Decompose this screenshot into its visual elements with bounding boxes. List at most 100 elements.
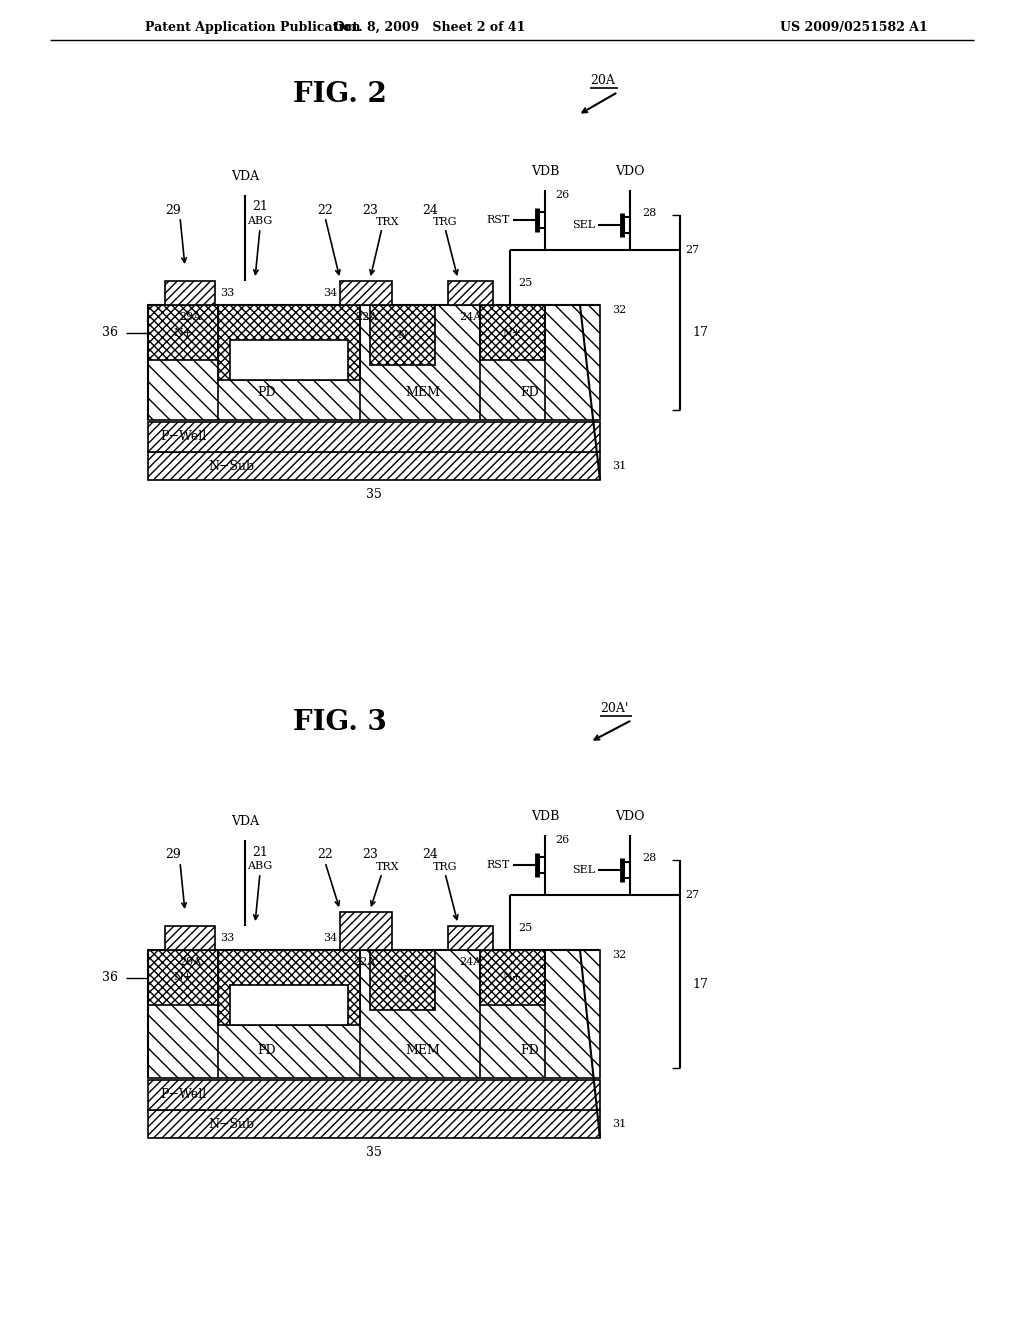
Text: TRX: TRX (376, 862, 399, 873)
Bar (148, 1080, 600, 1110)
Text: 26: 26 (555, 836, 569, 845)
Bar (480, 950, 545, 1005)
Text: N−: N− (280, 355, 299, 366)
Bar (148, 422, 600, 451)
Text: 22A: 22A (355, 312, 377, 322)
Text: 21: 21 (252, 846, 268, 858)
Text: 24: 24 (422, 203, 438, 216)
Text: VDB: VDB (530, 165, 559, 178)
Bar (370, 950, 435, 1010)
Bar (230, 985, 348, 1026)
Text: SEL: SEL (571, 865, 595, 875)
Text: TRG: TRG (433, 862, 458, 873)
Text: SEL: SEL (571, 220, 595, 230)
Text: Patent Application Publication: Patent Application Publication (145, 21, 360, 33)
Bar (148, 305, 218, 360)
Text: 23: 23 (362, 203, 378, 216)
Text: 32: 32 (612, 950, 627, 960)
Text: 21: 21 (252, 201, 268, 214)
Text: 33: 33 (220, 288, 234, 298)
Bar (218, 950, 360, 1026)
Text: TRX: TRX (376, 216, 399, 227)
Text: 29A: 29A (179, 957, 201, 968)
Text: 28: 28 (642, 853, 656, 863)
Text: 20A': 20A' (600, 701, 629, 714)
Text: Oct. 8, 2009   Sheet 2 of 41: Oct. 8, 2009 Sheet 2 of 41 (334, 21, 525, 33)
Text: PD: PD (257, 1044, 275, 1056)
Text: MEM: MEM (406, 1044, 440, 1056)
Text: 36: 36 (102, 972, 118, 983)
Text: 24: 24 (422, 849, 438, 862)
Text: 29A: 29A (179, 312, 201, 322)
Text: N+: N+ (173, 327, 193, 338)
Text: VDA: VDA (231, 814, 259, 828)
Text: 25: 25 (518, 923, 532, 933)
Text: FIG. 3: FIG. 3 (293, 710, 387, 737)
Text: N+: N+ (173, 973, 193, 982)
Text: 33: 33 (220, 933, 234, 942)
Bar (148, 950, 600, 1078)
Bar (218, 305, 360, 380)
Text: 28: 28 (642, 209, 656, 218)
Text: VDO: VDO (615, 165, 645, 178)
Bar (449, 927, 493, 950)
Bar (480, 305, 545, 360)
Text: 17: 17 (692, 326, 708, 339)
Text: RST: RST (486, 861, 510, 870)
Bar (165, 281, 215, 305)
Text: P+: P+ (281, 352, 297, 363)
Text: 31: 31 (612, 1119, 627, 1129)
Text: 22: 22 (317, 203, 333, 216)
Text: 22A': 22A' (353, 957, 379, 968)
Text: VDB: VDB (530, 810, 559, 822)
Text: VDO: VDO (615, 810, 645, 822)
Text: P+: P+ (281, 998, 297, 1008)
Text: N−: N− (280, 1001, 299, 1010)
Text: 25: 25 (518, 279, 532, 288)
Text: 36: 36 (102, 326, 118, 339)
Text: N: N (397, 330, 408, 341)
Bar (370, 305, 435, 366)
Text: 23: 23 (362, 849, 378, 862)
Text: 34: 34 (323, 288, 337, 298)
Text: 31: 31 (612, 461, 627, 471)
Text: 34: 34 (323, 933, 337, 942)
Text: N: N (397, 975, 408, 985)
Text: 17: 17 (692, 978, 708, 990)
Text: FD: FD (520, 1044, 540, 1056)
Text: N+: N+ (503, 973, 522, 982)
Text: 35: 35 (366, 487, 382, 500)
Text: 22: 22 (317, 849, 333, 862)
Text: ABG: ABG (248, 861, 272, 871)
Text: VDA: VDA (231, 170, 259, 183)
Text: 26: 26 (555, 190, 569, 201)
Text: 32: 32 (612, 305, 627, 315)
Text: P−Well: P−Well (160, 1089, 206, 1101)
Text: FD: FD (520, 385, 540, 399)
Bar (148, 451, 600, 480)
Text: 29: 29 (165, 203, 181, 216)
Text: N−Sub: N−Sub (208, 459, 254, 473)
Text: ABG: ABG (248, 216, 272, 226)
Text: RST: RST (486, 215, 510, 224)
Text: 35: 35 (366, 1146, 382, 1159)
Text: 20A: 20A (590, 74, 614, 87)
Text: MEM: MEM (406, 385, 440, 399)
Text: P−Well: P−Well (160, 430, 206, 444)
Text: FIG. 2: FIG. 2 (293, 82, 387, 108)
Text: TRG: TRG (433, 216, 458, 227)
Text: US 2009/0251582 A1: US 2009/0251582 A1 (780, 21, 928, 33)
Text: PD: PD (257, 385, 275, 399)
Text: 27: 27 (685, 246, 699, 255)
Bar (148, 1110, 600, 1138)
Bar (230, 341, 348, 380)
Text: 29: 29 (165, 849, 181, 862)
Bar (165, 927, 215, 950)
Text: 24A: 24A (460, 957, 481, 968)
Bar (148, 950, 218, 1005)
Bar (340, 281, 392, 305)
Bar (449, 281, 493, 305)
Text: N−Sub: N−Sub (208, 1118, 254, 1130)
Bar (340, 912, 392, 950)
Text: N+: N+ (503, 327, 522, 338)
